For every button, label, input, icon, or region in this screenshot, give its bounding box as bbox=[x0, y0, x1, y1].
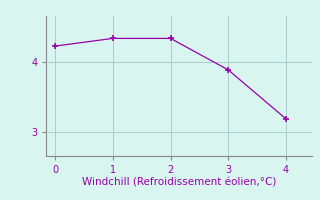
X-axis label: Windchill (Refroidissement éolien,°C): Windchill (Refroidissement éolien,°C) bbox=[82, 178, 276, 188]
